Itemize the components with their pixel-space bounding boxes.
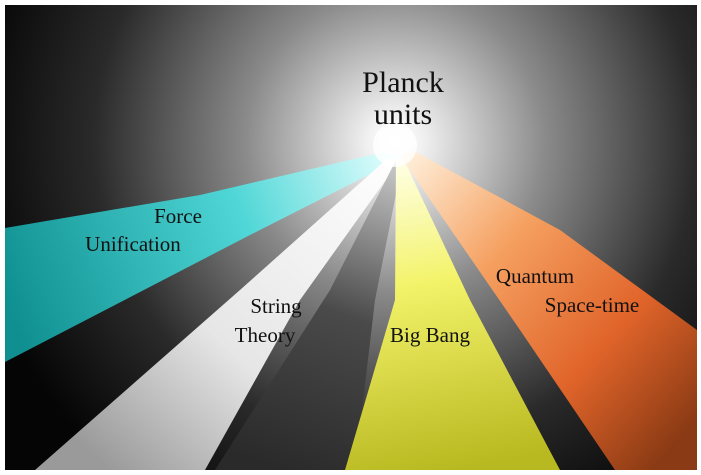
ray-quantum [400, 150, 697, 470]
ray-label: Theory [235, 323, 296, 347]
ray-label: Big Bang [390, 323, 470, 347]
ray-label: String [250, 294, 302, 318]
ray-bigbang [345, 160, 560, 470]
ray-label: Force [154, 204, 202, 228]
ray-force [5, 152, 402, 362]
ray-label: Quantum [496, 264, 574, 288]
center-label: Planck [362, 66, 444, 99]
glow [373, 123, 417, 167]
ray-label: Unification [85, 232, 181, 256]
ray-gray [215, 162, 402, 470]
ray-label: Space-time [545, 293, 639, 317]
center-label: units [374, 98, 432, 131]
ray-string [35, 158, 400, 470]
